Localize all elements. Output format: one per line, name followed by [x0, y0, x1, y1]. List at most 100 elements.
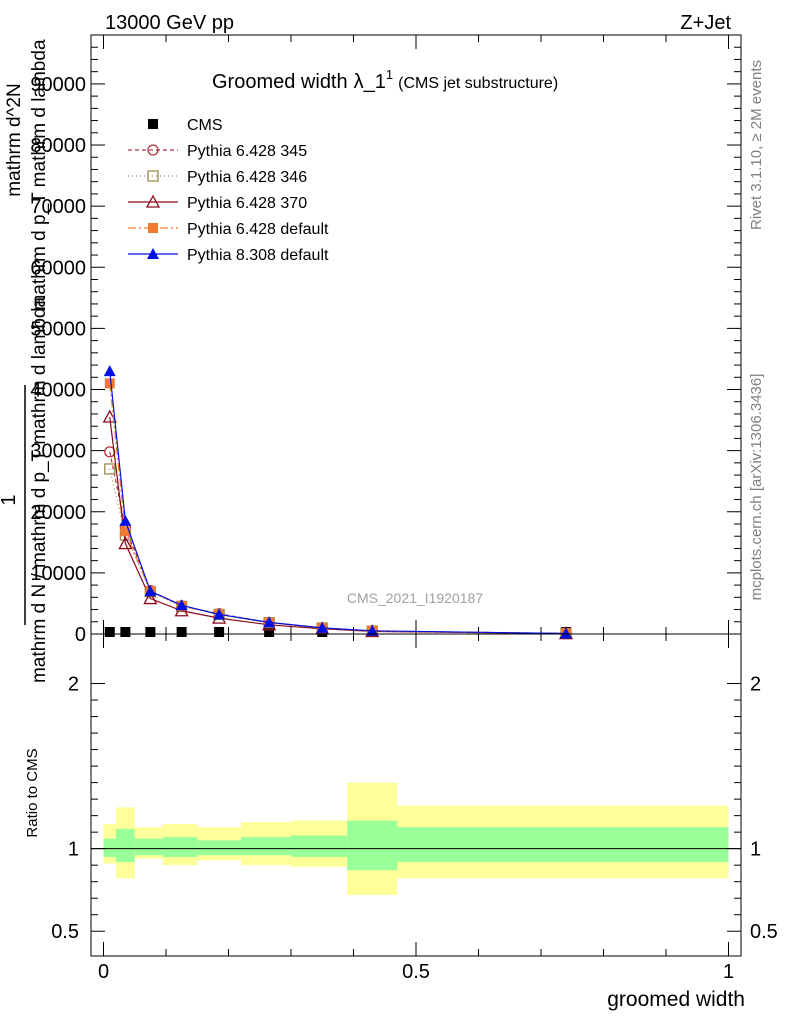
series-4	[104, 378, 571, 639]
ratio-plot-frame	[90, 633, 742, 957]
legend: CMS Pythia 6.428 345 Pythia 6.428 346 Pythi…	[128, 117, 329, 264]
y-tick-label: 40000	[30, 380, 86, 402]
header-energy-label: 13000 GeV pp	[105, 12, 234, 34]
inner-band	[197, 840, 241, 856]
data-point	[120, 627, 131, 637]
ratio-y-tick-label-left: 2	[68, 674, 79, 696]
inner-band	[116, 828, 135, 862]
legend-label: Pythia 6.428 346	[187, 169, 307, 186]
legend-label: Pythia 6.428 345	[187, 143, 307, 160]
series-1	[104, 446, 572, 640]
ratio-plot-panel: 0.5 0.5 1 1 2 2 0 0.5 1	[51, 633, 778, 983]
inner-band	[162, 837, 198, 857]
ratio-y-tick-label-left: 1	[68, 839, 79, 861]
data-point	[143, 591, 158, 605]
legend-marker	[147, 170, 159, 182]
y-tick-label: 50000	[30, 318, 86, 340]
data-point	[213, 608, 226, 620]
ratio-y-axis-label: Ratio to CMS	[24, 748, 41, 837]
data-point	[118, 536, 133, 550]
legend-item: Pythia 8.308 default	[128, 247, 329, 264]
legend-marker	[147, 144, 159, 156]
series-2	[104, 463, 572, 640]
series-line	[109, 383, 567, 635]
data-point	[214, 627, 225, 637]
y-tick-label: 60000	[30, 257, 86, 279]
inner-band	[347, 820, 398, 871]
legend-item: Pythia 6.428 default	[128, 221, 329, 238]
legend-label: Pythia 8.308 default	[187, 247, 329, 264]
inner-band	[291, 835, 348, 857]
ratio-y-tick-label-left: 0.5	[51, 921, 79, 943]
series-5	[103, 365, 572, 639]
data-point	[104, 378, 115, 389]
data-point	[175, 599, 188, 611]
legend-marker	[145, 194, 161, 208]
y-label-line-2: mathrm d N / mathrm d p_T mathrm d lambd…	[29, 297, 50, 684]
y-label-line-4: mathrm d p_T mathrm d lambda	[29, 39, 50, 310]
data-point	[103, 365, 116, 377]
data-point	[104, 463, 116, 475]
main-y-axis-label: 1 mathrm d N / mathrm d p_T mathrm d lam…	[0, 39, 50, 683]
rivet-version-label: Rivet 3.1.10, ≥ 2M events	[748, 60, 765, 230]
ratio-uncertainty-bands	[91, 782, 741, 895]
legend-label: Pythia 6.428 default	[187, 221, 329, 238]
inner-band	[134, 838, 163, 856]
data-point	[120, 526, 131, 537]
legend-item: Pythia 6.428 370	[128, 194, 307, 212]
inner-band	[103, 838, 116, 857]
data-point	[263, 616, 276, 628]
legend-label: CMS	[187, 117, 223, 134]
x-tick-label: 1	[723, 961, 734, 983]
data-point	[560, 627, 572, 639]
y-tick-label: 0	[75, 624, 86, 646]
data-point	[366, 624, 379, 636]
inner-band	[241, 837, 291, 856]
legend-marker	[148, 119, 158, 129]
data-point	[264, 627, 275, 637]
chart-title-symbol: λ_1	[354, 71, 386, 93]
y-tick-label: 30000	[30, 441, 86, 463]
y-label-line-3: mathrm d^2N	[4, 83, 25, 196]
ratio-y-tick-label-right: 2	[750, 674, 761, 696]
y-label-numerator-1: 1	[0, 494, 20, 505]
main-plot-panel: 0 10000 20000 30000 40000 50000 60000 70000 8000…	[30, 34, 742, 646]
mcplots-label: mcplots.cern.ch [arXiv:1306.3436]	[748, 374, 765, 601]
y-tick-label: 70000	[30, 196, 86, 218]
y-tick-label: 20000	[30, 502, 86, 524]
x-axis-label: groomed width	[607, 988, 745, 1011]
chart-title-text: Groomed width	[212, 71, 348, 93]
data-point	[176, 627, 187, 637]
ratio-y-tick-label-right: 1	[750, 839, 761, 861]
main-plot-ticks: 0 10000 20000 30000 40000 50000 60000 70000 8000…	[30, 35, 741, 646]
analysis-watermark: CMS_2021_I1920187	[347, 590, 483, 606]
y-tick-label: 10000	[30, 563, 86, 585]
legend-marker	[147, 248, 159, 259]
data-point	[119, 514, 132, 526]
chart-title: Groomed width λ_11 (CMS jet substructure)	[212, 67, 558, 93]
chart-title-sup: 1	[386, 67, 393, 82]
x-tick-label: 0.5	[402, 961, 430, 983]
main-plot-series	[102, 365, 574, 640]
series-line	[109, 371, 567, 635]
data-point	[104, 627, 115, 637]
legend-item: Pythia 6.428 345	[128, 143, 307, 160]
header-process-label: Z+Jet	[680, 12, 731, 34]
y-tick-label: 80000	[30, 135, 86, 157]
ratio-y-tick-label-right: 0.5	[750, 921, 778, 943]
ratio-plot-ticks: 0.5 0.5 1 1 2 2 0 0.5 1	[51, 634, 778, 983]
legend-item: CMS	[148, 117, 223, 134]
y-tick-label: 90000	[30, 74, 86, 96]
data-point	[144, 585, 157, 597]
chart-subtitle: (CMS jet substructure)	[398, 75, 558, 92]
data-point	[316, 621, 329, 633]
legend-item: Pythia 6.428 346	[128, 169, 307, 186]
legend-marker	[148, 223, 158, 233]
legend-label: Pythia 6.428 370	[187, 195, 307, 212]
data-point	[145, 627, 156, 637]
x-tick-label: 0	[98, 961, 109, 983]
inner-band	[397, 827, 729, 862]
series-3	[102, 409, 574, 640]
data-point	[104, 446, 116, 458]
